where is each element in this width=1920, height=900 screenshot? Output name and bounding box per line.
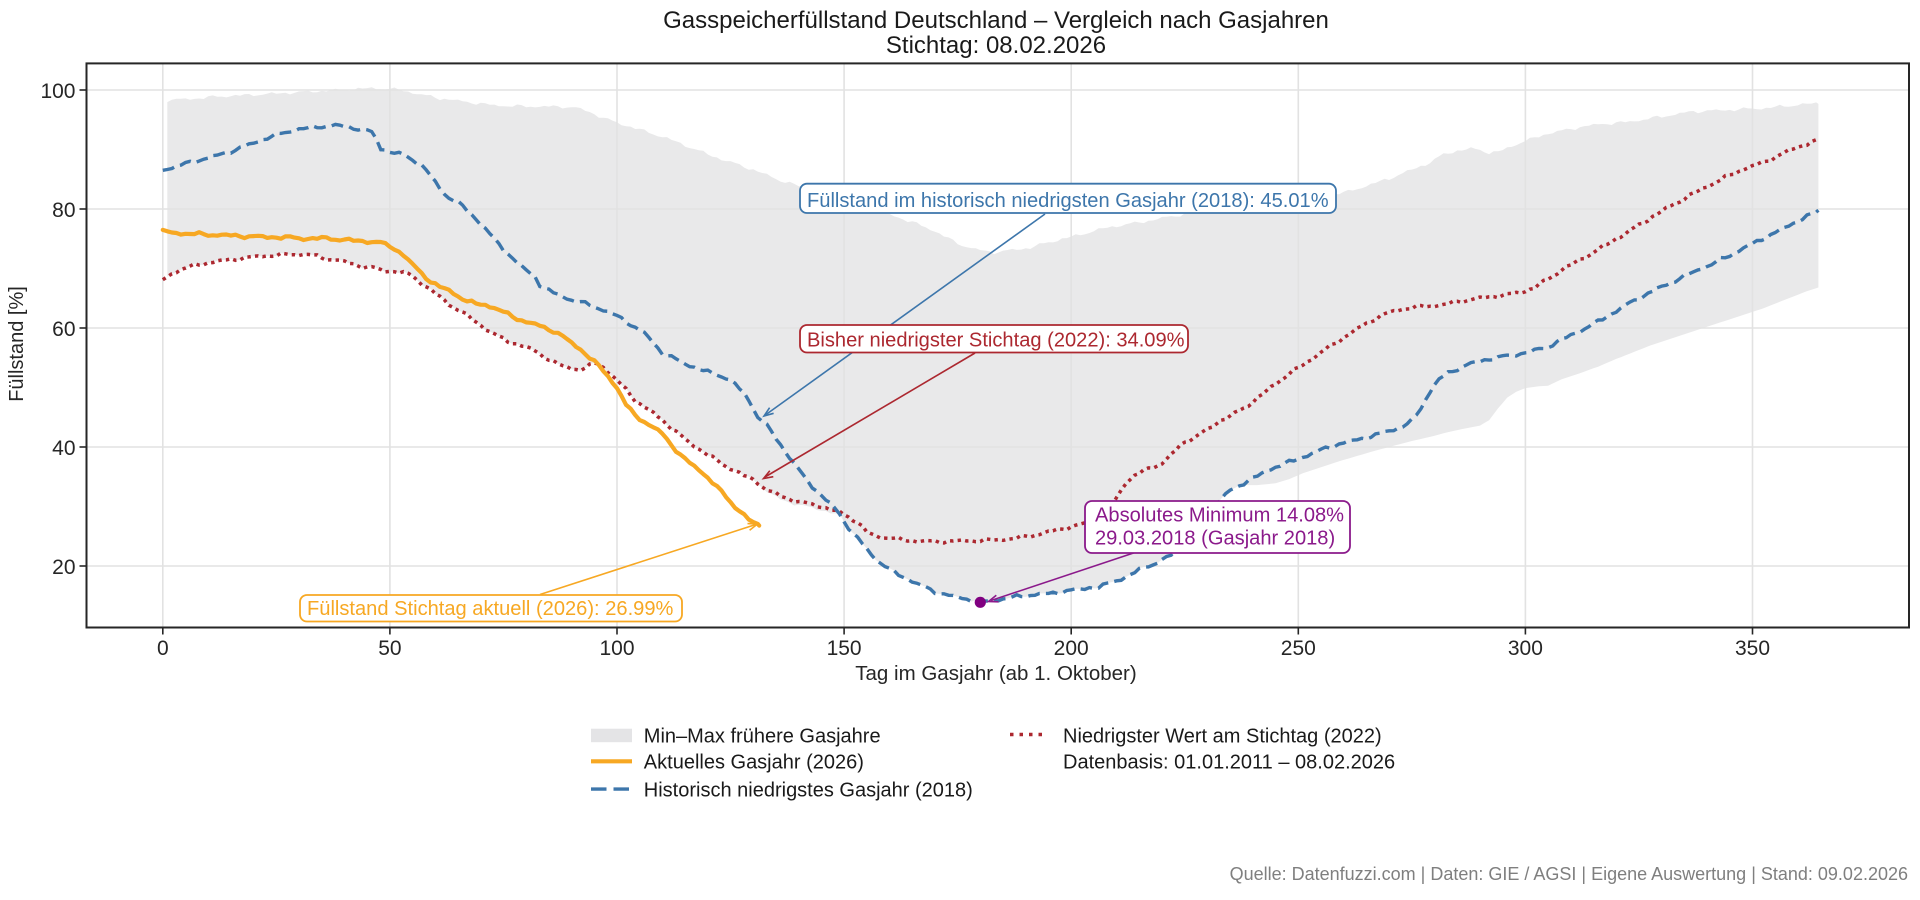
svg-text:Min–Max frühere Gasjahre: Min–Max frühere Gasjahre (644, 726, 881, 748)
svg-text:Absolutes Minimum 14.08%: Absolutes Minimum 14.08% (1095, 505, 1344, 527)
svg-text:150: 150 (827, 637, 862, 660)
svg-text:Bisher niedrigster Stichtag (2: Bisher niedrigster Stichtag (2022): 34.0… (807, 330, 1185, 352)
svg-text:Füllstand [%]: Füllstand [%] (6, 286, 28, 402)
svg-text:80: 80 (52, 199, 75, 222)
svg-text:Niedrigster Wert am Stichtag (: Niedrigster Wert am Stichtag (2022) (1063, 726, 1382, 748)
svg-text:200: 200 (1054, 637, 1089, 660)
svg-text:Stichtag: 08.02.2026: Stichtag: 08.02.2026 (886, 32, 1106, 59)
svg-text:20: 20 (52, 556, 75, 579)
svg-text:Aktuelles Gasjahr (2026): Aktuelles Gasjahr (2026) (644, 752, 864, 774)
svg-text:0: 0 (157, 637, 169, 660)
svg-text:60: 60 (52, 318, 75, 341)
svg-text:Historisch niedrigstes Gasjahr: Historisch niedrigstes Gasjahr (2018) (644, 779, 973, 801)
svg-text:250: 250 (1281, 637, 1316, 660)
svg-text:Füllstand Stichtag aktuell (20: Füllstand Stichtag aktuell (2026): 26.99… (307, 598, 674, 620)
svg-text:300: 300 (1508, 637, 1543, 660)
svg-text:Tag im Gasjahr (ab 1. Oktober): Tag im Gasjahr (ab 1. Oktober) (855, 662, 1136, 685)
svg-text:350: 350 (1735, 637, 1770, 660)
svg-text:Füllstand im historisch niedri: Füllstand im historisch niedrigsten Gasj… (807, 190, 1329, 212)
svg-text:100: 100 (40, 80, 75, 103)
svg-text:40: 40 (52, 437, 75, 460)
svg-text:50: 50 (378, 637, 401, 660)
svg-text:29.03.2018 (Gasjahr 2018): 29.03.2018 (Gasjahr 2018) (1095, 528, 1335, 550)
svg-text:Datenbasis: 01.01.2011 – 08.02: Datenbasis: 01.01.2011 – 08.02.2026 (1063, 752, 1395, 774)
svg-text:Gasspeicherfüllstand Deutschla: Gasspeicherfüllstand Deutschland – Vergl… (663, 7, 1329, 34)
svg-text:Quelle: Datenfuzzi.com | Daten: Quelle: Datenfuzzi.com | Daten: GIE / AG… (1230, 864, 1908, 884)
svg-text:100: 100 (599, 637, 634, 660)
